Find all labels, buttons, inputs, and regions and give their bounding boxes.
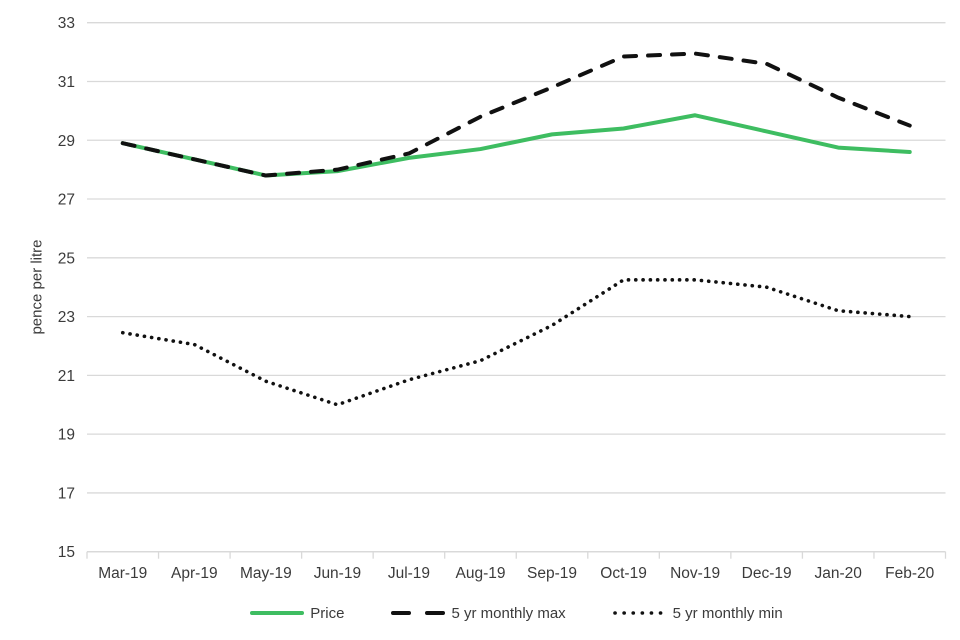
x-tick-label: Apr-19 xyxy=(171,565,218,582)
y-tick-label: 29 xyxy=(58,133,75,150)
y-tick-label: 31 xyxy=(58,74,75,91)
x-tick-label: Feb-20 xyxy=(885,565,934,582)
legend-item-5-yr-monthly-min: 5 yr monthly min xyxy=(612,605,783,622)
x-tick-label: Oct-19 xyxy=(600,565,647,582)
x-tick-label: Jan-20 xyxy=(814,565,862,582)
series-line-5-yr-monthly-min xyxy=(120,278,912,407)
legend-item-price: Price xyxy=(249,605,344,622)
legend-label: Price xyxy=(310,604,345,622)
chart-legend: Price 5 yr monthly max 5 yr monthly min xyxy=(87,600,945,626)
x-tick-label: Mar-19 xyxy=(98,565,147,582)
y-tick-label: 21 xyxy=(58,368,75,385)
x-tick-label: Dec-19 xyxy=(742,565,792,582)
legend-item-5-yr-monthly-max: 5 yr monthly max xyxy=(390,604,566,622)
x-tick-label: Jun-19 xyxy=(314,565,361,582)
x-tick-label: Sep-19 xyxy=(527,565,577,582)
x-tick-label: Jul-19 xyxy=(388,565,430,582)
legend-label: 5 yr monthly max xyxy=(451,604,566,622)
y-tick-label: 27 xyxy=(58,192,75,209)
legend-line-sample-dashed-icon xyxy=(391,611,446,615)
x-tick-label: May-19 xyxy=(240,565,292,582)
y-axis-title: pence per litre xyxy=(28,239,46,335)
series-line-5-yr-monthly-max xyxy=(120,51,912,178)
y-tick-label: 15 xyxy=(58,544,75,561)
y-tick-label: 17 xyxy=(58,485,75,502)
x-tick-label: Aug-19 xyxy=(455,565,505,582)
x-tick-label: Nov-19 xyxy=(670,565,720,582)
y-tick-label: 23 xyxy=(58,309,75,326)
legend-line-sample-dotted-icon xyxy=(612,611,667,615)
y-tick-label: 33 xyxy=(58,15,75,32)
legend-line-sample-solid-icon xyxy=(250,611,305,615)
y-tick-label: 19 xyxy=(58,427,75,444)
y-tick-label: 25 xyxy=(58,250,75,267)
series-line-price xyxy=(120,113,912,178)
legend-label: 5 yr monthly min xyxy=(672,604,783,622)
